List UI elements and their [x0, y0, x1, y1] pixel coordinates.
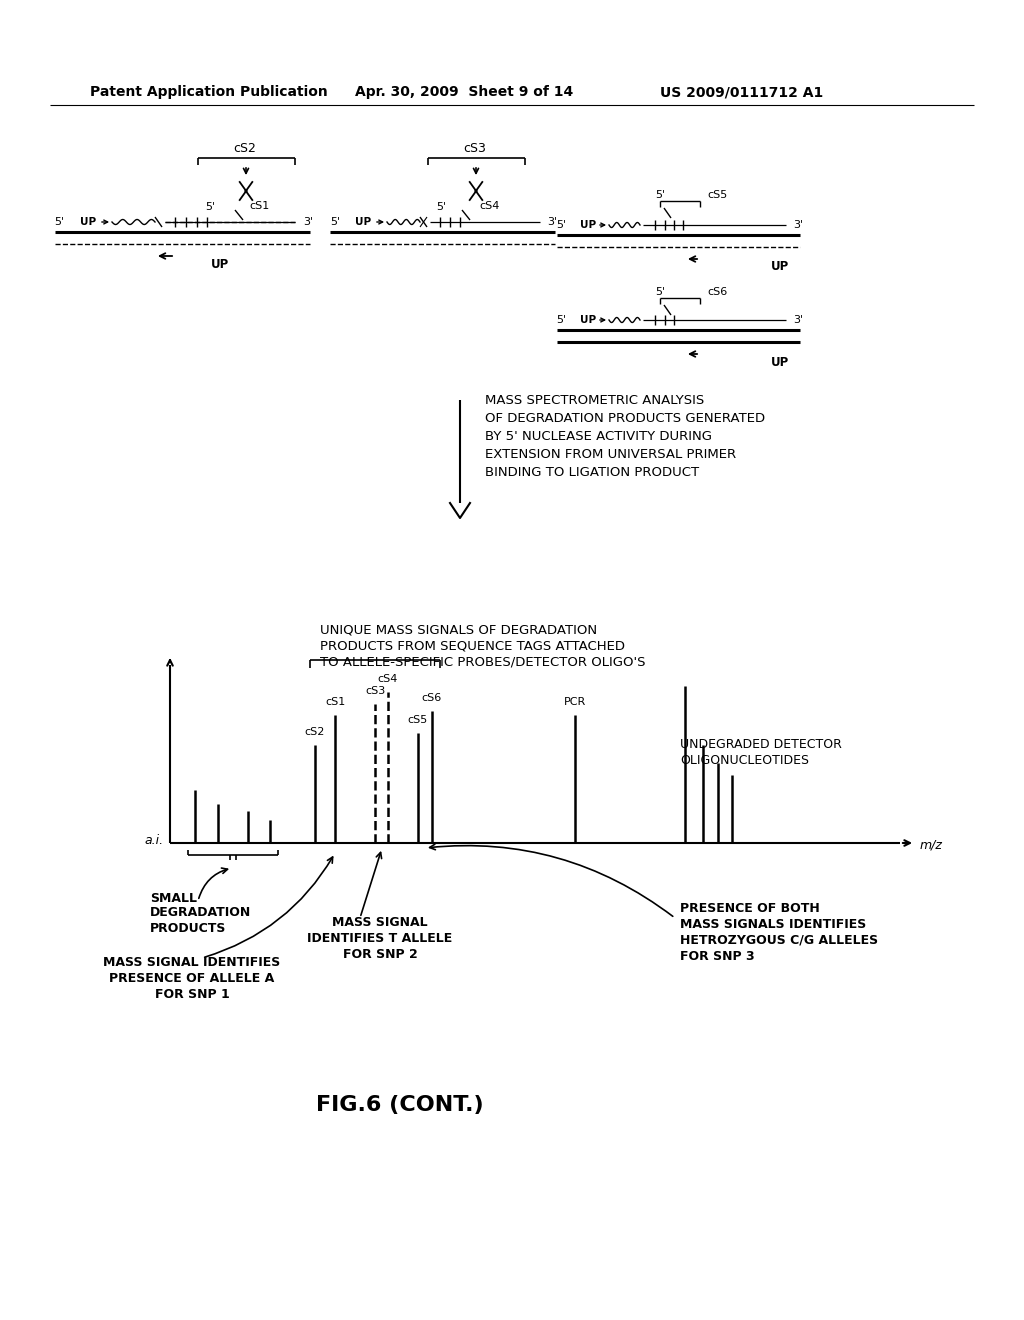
Text: cS5: cS5	[708, 190, 728, 201]
Text: DEGRADATION: DEGRADATION	[150, 907, 251, 920]
Text: UP: UP	[211, 257, 229, 271]
Text: 5': 5'	[655, 190, 665, 201]
Text: 5': 5'	[205, 202, 215, 213]
Text: FOR SNP 2: FOR SNP 2	[343, 949, 418, 961]
Text: 5': 5'	[436, 202, 446, 213]
Text: PRODUCTS: PRODUCTS	[150, 921, 226, 935]
Text: UP: UP	[80, 216, 96, 227]
Text: PRESENCE OF BOTH: PRESENCE OF BOTH	[680, 902, 820, 915]
Text: PRODUCTS FROM SEQUENCE TAGS ATTACHED: PRODUCTS FROM SEQUENCE TAGS ATTACHED	[319, 639, 625, 652]
Text: FOR SNP 3: FOR SNP 3	[680, 949, 755, 962]
Text: PCR: PCR	[564, 697, 586, 706]
Text: IDENTIFIES T ALLELE: IDENTIFIES T ALLELE	[307, 932, 453, 945]
Text: cS3: cS3	[365, 686, 385, 696]
Text: US 2009/0111712 A1: US 2009/0111712 A1	[660, 84, 823, 99]
Text: cS6: cS6	[422, 693, 442, 704]
Text: UP: UP	[580, 315, 596, 325]
Text: 5': 5'	[54, 216, 63, 227]
Text: 5': 5'	[556, 315, 566, 325]
Text: cS4: cS4	[480, 201, 500, 211]
Text: cS1: cS1	[249, 201, 269, 211]
Text: BY 5' NUCLEASE ACTIVITY DURING: BY 5' NUCLEASE ACTIVITY DURING	[485, 429, 712, 442]
Text: cS5: cS5	[408, 714, 428, 725]
Text: EXTENSION FROM UNIVERSAL PRIMER: EXTENSION FROM UNIVERSAL PRIMER	[485, 447, 736, 461]
Text: cS4: cS4	[378, 673, 398, 684]
Text: 3': 3'	[547, 216, 557, 227]
Text: MASS SPECTROMETRIC ANALYSIS: MASS SPECTROMETRIC ANALYSIS	[485, 393, 705, 407]
Text: UNDEGRADED DETECTOR: UNDEGRADED DETECTOR	[680, 738, 842, 751]
Text: a.i.: a.i.	[144, 833, 164, 846]
Text: m/z: m/z	[920, 838, 943, 851]
Text: 5': 5'	[655, 286, 665, 297]
Text: 3': 3'	[793, 220, 803, 230]
Text: TO ALLELE-SPECIFIC PROBES/DETECTOR OLIGO'S: TO ALLELE-SPECIFIC PROBES/DETECTOR OLIGO…	[319, 656, 645, 668]
Text: cS3: cS3	[464, 141, 486, 154]
Text: 5': 5'	[330, 216, 340, 227]
Text: 3': 3'	[303, 216, 313, 227]
Text: cS2: cS2	[305, 727, 326, 737]
Text: MASS SIGNALS IDENTIFIES: MASS SIGNALS IDENTIFIES	[680, 917, 866, 931]
Text: UNIQUE MASS SIGNALS OF DEGRADATION: UNIQUE MASS SIGNALS OF DEGRADATION	[319, 623, 597, 636]
Text: UP: UP	[771, 260, 790, 273]
Text: UP: UP	[580, 220, 596, 230]
Text: HETROZYGOUS C/G ALLELES: HETROZYGOUS C/G ALLELES	[680, 933, 879, 946]
Text: SMALL: SMALL	[150, 891, 197, 904]
Text: cS6: cS6	[708, 286, 728, 297]
Text: OF DEGRADATION PRODUCTS GENERATED: OF DEGRADATION PRODUCTS GENERATED	[485, 412, 765, 425]
Text: PRESENCE OF ALLELE A: PRESENCE OF ALLELE A	[110, 973, 274, 986]
Text: 5': 5'	[556, 220, 566, 230]
Text: UP: UP	[771, 355, 790, 368]
Text: UP: UP	[355, 216, 371, 227]
Text: cS2: cS2	[233, 141, 256, 154]
Text: MASS SIGNAL: MASS SIGNAL	[332, 916, 428, 929]
Text: OLIGONUCLEOTIDES: OLIGONUCLEOTIDES	[680, 754, 809, 767]
Text: cS1: cS1	[325, 697, 345, 706]
Text: Patent Application Publication: Patent Application Publication	[90, 84, 328, 99]
Text: 3': 3'	[793, 315, 803, 325]
Text: FIG.6 (CONT.): FIG.6 (CONT.)	[316, 1096, 483, 1115]
Text: BINDING TO LIGATION PRODUCT: BINDING TO LIGATION PRODUCT	[485, 466, 699, 479]
Text: MASS SIGNAL IDENTIFIES: MASS SIGNAL IDENTIFIES	[103, 957, 281, 969]
Text: Apr. 30, 2009  Sheet 9 of 14: Apr. 30, 2009 Sheet 9 of 14	[355, 84, 573, 99]
Text: FOR SNP 1: FOR SNP 1	[155, 989, 229, 1002]
